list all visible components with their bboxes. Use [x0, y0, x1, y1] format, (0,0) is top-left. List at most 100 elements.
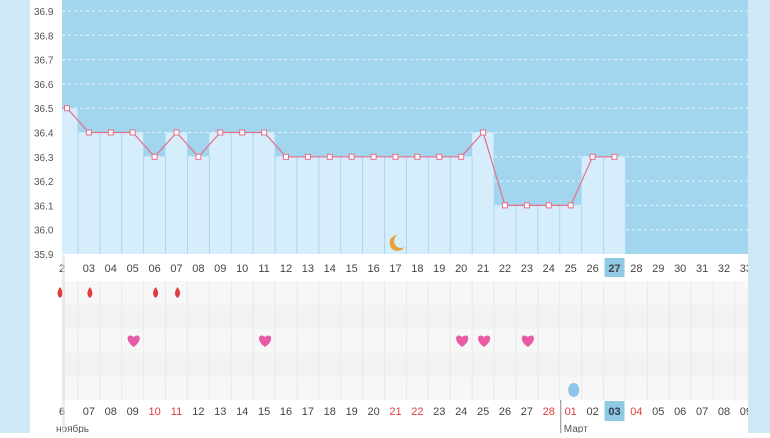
date-label[interactable]: 23 [433, 406, 445, 418]
temperature-point[interactable] [567, 202, 574, 209]
blood-drop-icon[interactable] [57, 287, 63, 298]
temperature-point[interactable] [414, 153, 421, 160]
temperature-point[interactable] [64, 105, 70, 112]
date-label[interactable]: 18 [324, 406, 336, 418]
temperature-point[interactable] [261, 129, 268, 136]
cycle-day-label[interactable]: 33 [740, 263, 752, 275]
date-label[interactable]: 17 [302, 406, 314, 418]
temperature-point[interactable] [326, 153, 333, 160]
date-label[interactable]: 05 [652, 406, 664, 418]
temperature-point[interactable] [523, 202, 530, 209]
temperature-point[interactable] [589, 153, 596, 160]
temperature-point[interactable] [151, 153, 158, 160]
cycle-day-label[interactable]: 32 [718, 263, 730, 275]
date-label[interactable]: 15 [258, 406, 270, 418]
cycle-day-label[interactable]: 29 [652, 263, 664, 275]
cycle-day-label[interactable]: 09 [214, 263, 226, 275]
date-label[interactable]: 09 [127, 406, 139, 418]
cycle-day-label[interactable]: 27 [608, 263, 620, 275]
moon-icon[interactable] [389, 235, 405, 251]
temperature-point[interactable] [107, 129, 114, 136]
blood-drop-icon[interactable] [153, 287, 159, 298]
heart-icon[interactable] [127, 335, 140, 347]
cycle-day-label[interactable]: 11 [258, 263, 269, 275]
date-label[interactable]: 09 [740, 406, 752, 418]
date-label[interactable]: 11 [171, 406, 182, 418]
temperature-point[interactable] [348, 153, 355, 160]
cycle-day-label[interactable]: 21 [477, 263, 489, 275]
date-label[interactable]: 26 [499, 406, 511, 418]
cycle-day-label[interactable]: 05 [127, 263, 139, 275]
temperature-point[interactable] [370, 153, 377, 160]
date-label[interactable]: 21 [389, 406, 401, 418]
date-label[interactable]: 16 [280, 406, 292, 418]
heart-icon[interactable] [259, 335, 272, 347]
date-label[interactable]: 25 [477, 406, 489, 418]
cycle-day-label[interactable]: 04 [105, 263, 117, 275]
cycle-day-label[interactable]: 31 [696, 263, 708, 275]
cycle-day-label[interactable]: 16 [367, 263, 379, 275]
date-label[interactable]: 08 [718, 406, 730, 418]
temperature-point[interactable] [436, 153, 443, 160]
temperature-point[interactable] [304, 153, 311, 160]
date-label[interactable]: 03 [608, 406, 620, 418]
cycle-day-label[interactable]: 20 [455, 263, 467, 275]
date-label[interactable]: 08 [105, 406, 117, 418]
cycle-day-label[interactable]: 13 [302, 263, 314, 275]
cycle-day-label[interactable]: 30 [674, 263, 686, 275]
date-label[interactable]: 27 [521, 406, 533, 418]
date-label[interactable]: 14 [236, 406, 248, 418]
cycle-day-label[interactable]: 15 [346, 263, 358, 275]
drop-icon[interactable] [568, 383, 580, 397]
date-label[interactable]: 24 [455, 406, 467, 418]
heart-icon[interactable] [521, 335, 534, 347]
temperature-point[interactable] [217, 129, 224, 136]
temperature-chart[interactable]: 36.9 36.8 36.7 36.6 36.5 36.4 36.3 36.2 36.1 36.0… [30, 0, 758, 435]
cycle-day-label[interactable]: 17 [389, 263, 401, 275]
temperature-point[interactable] [283, 153, 289, 160]
cycle-day-label[interactable]: 14 [324, 263, 336, 275]
blood-drop-icon[interactable] [87, 287, 93, 298]
temperature-point[interactable] [129, 129, 136, 136]
temperature-point[interactable] [392, 153, 399, 160]
cycle-day-label[interactable]: 03 [83, 263, 95, 275]
temperature-point[interactable] [480, 129, 487, 136]
cycle-day-label[interactable]: 26 [586, 263, 598, 275]
heart-icon[interactable] [456, 335, 469, 347]
temperature-point[interactable] [195, 153, 202, 160]
blood-drop-icon[interactable] [175, 287, 180, 298]
temperature-point[interactable] [502, 202, 508, 209]
date-label[interactable]: 20 [367, 406, 379, 418]
cycle-day-label[interactable]: 12 [280, 263, 292, 275]
cycle-day-label[interactable]: 25 [565, 263, 577, 275]
date-label[interactable]: 12 [192, 406, 204, 418]
date-label[interactable]: 28 [543, 406, 555, 418]
temperature-point[interactable] [611, 153, 618, 160]
cycle-day-label[interactable]: 28 [630, 263, 642, 275]
date-label[interactable]: 13 [214, 406, 226, 418]
cycle-day-label[interactable]: 07 [170, 263, 182, 275]
date-label[interactable]: 19 [346, 406, 358, 418]
heart-icon[interactable] [478, 335, 491, 347]
cycle-day-label[interactable]: 23 [521, 263, 533, 275]
date-label[interactable]: 10 [148, 406, 160, 418]
cycle-day-label[interactable]: 19 [433, 263, 445, 275]
cycle-day-label[interactable]: 08 [192, 263, 204, 275]
cycle-day-label[interactable]: 10 [236, 263, 248, 275]
temperature-point[interactable] [458, 153, 465, 160]
cycle-day-label[interactable]: 24 [543, 263, 555, 275]
cycle-day-label[interactable]: 06 [148, 263, 160, 275]
date-label[interactable]: 01 [565, 406, 577, 418]
temperature-point[interactable] [545, 202, 552, 209]
date-label[interactable]: 07 [696, 406, 708, 418]
temperature-point[interactable] [173, 129, 180, 136]
date-label[interactable]: 06 [674, 406, 686, 418]
temperature-point[interactable] [85, 129, 92, 136]
date-label[interactable]: 02 [586, 406, 598, 418]
cycle-day-label[interactable]: 18 [411, 263, 423, 275]
cycle-day-label[interactable]: 22 [499, 263, 511, 275]
date-label[interactable]: 22 [411, 406, 423, 418]
date-label[interactable]: 04 [630, 406, 642, 418]
date-label[interactable]: 07 [83, 406, 95, 418]
temperature-point[interactable] [239, 129, 246, 136]
